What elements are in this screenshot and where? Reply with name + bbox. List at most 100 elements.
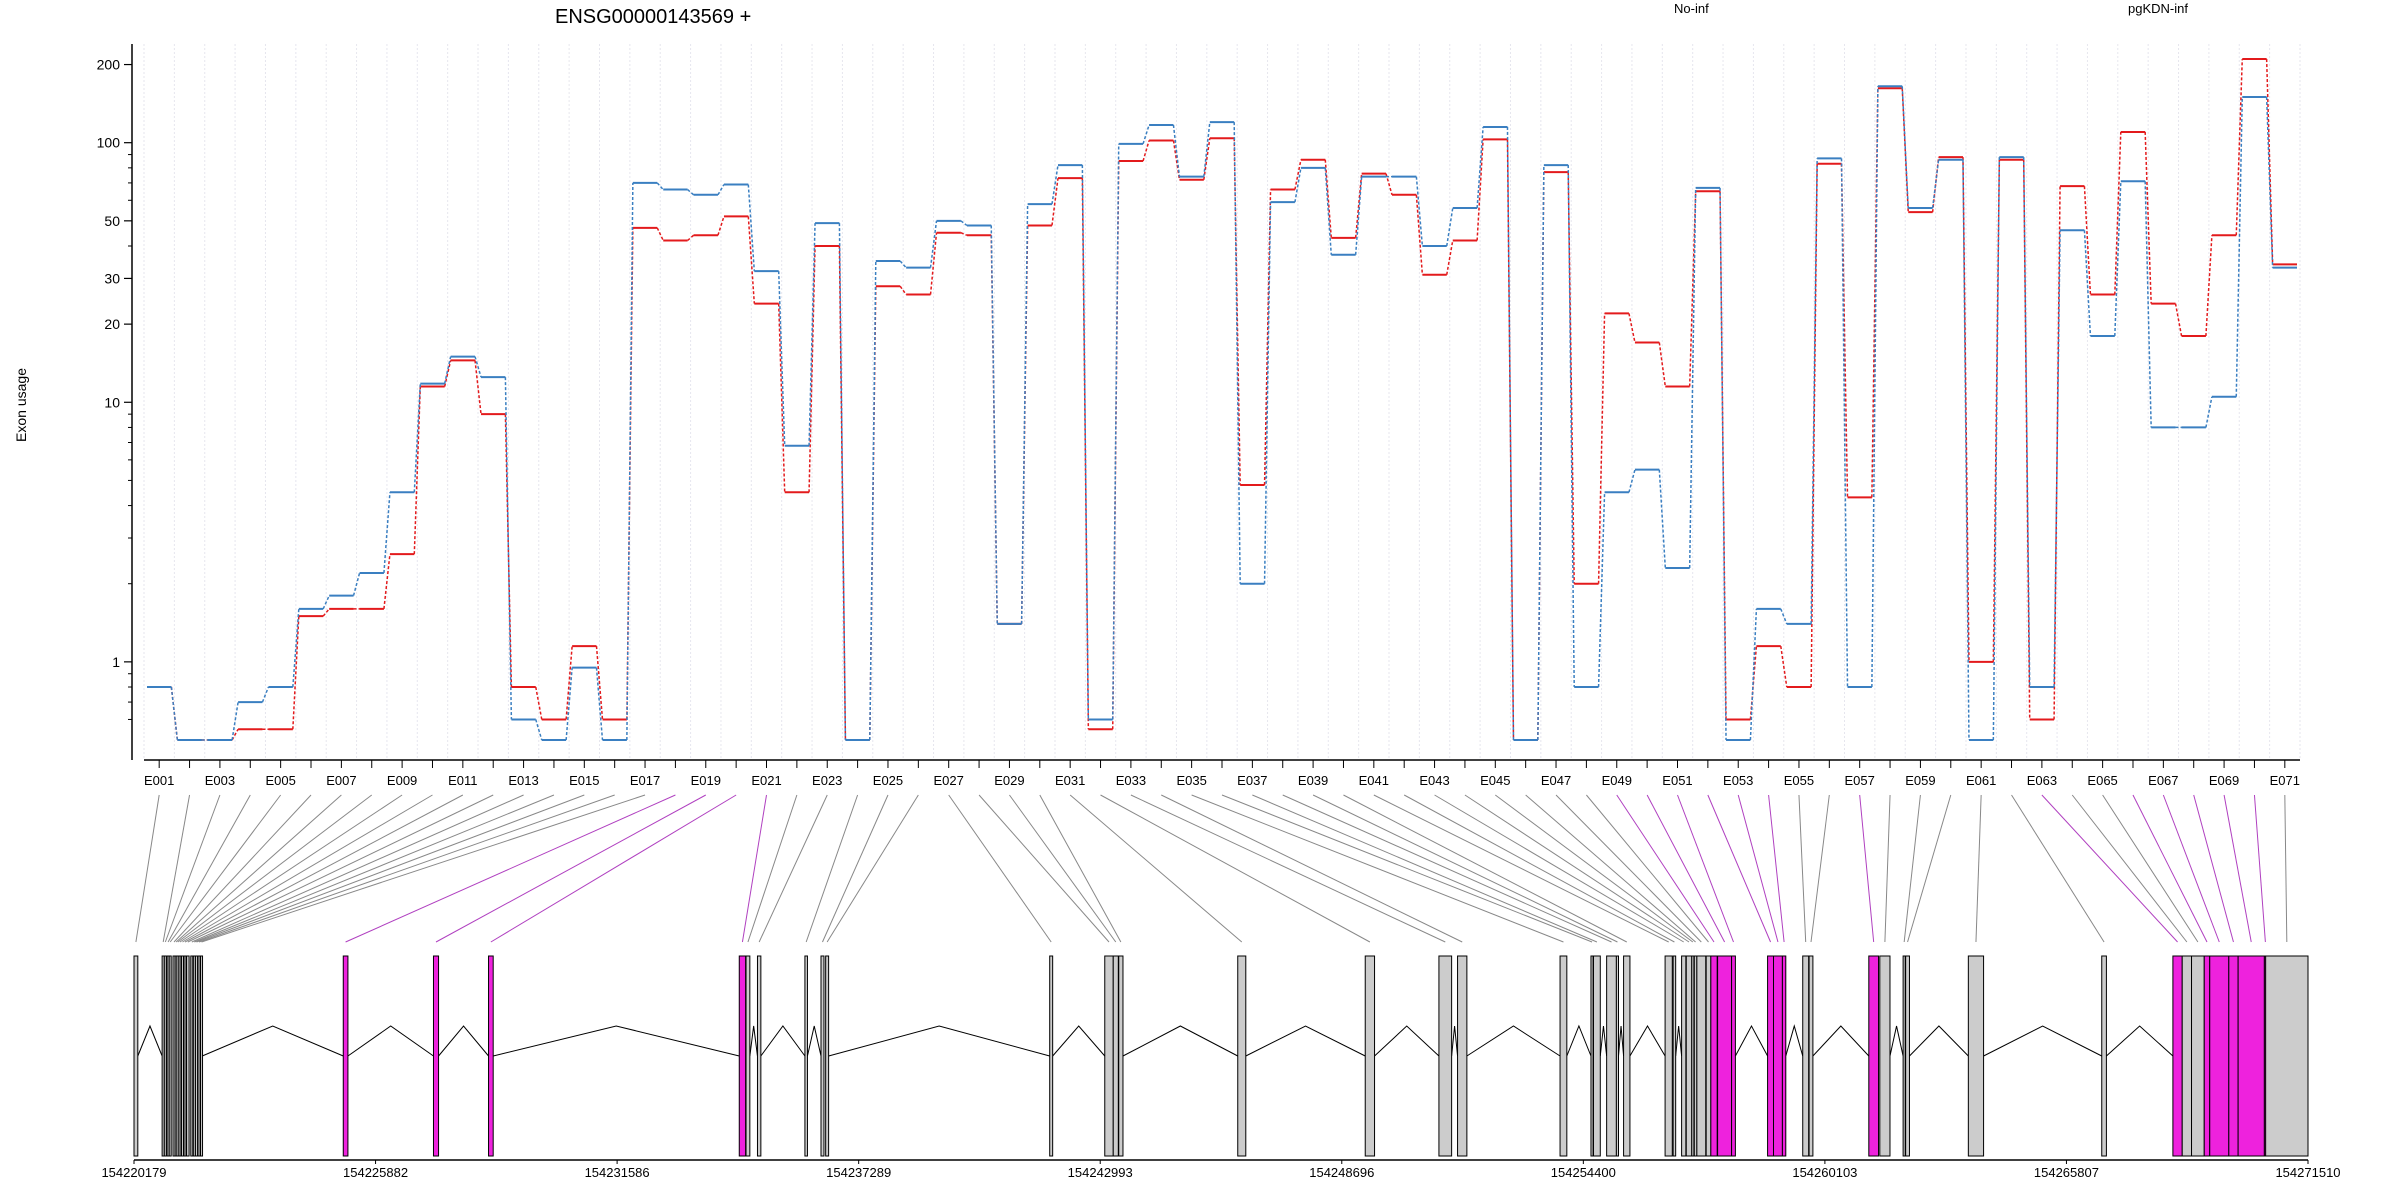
connector-E061 [1975,794,1982,943]
x-tick-label: E059 [1905,773,1935,788]
genomic-tick-label: 154242993 [1068,1165,1133,1180]
intron [1566,1024,1592,1057]
legend-pgkdn-inf: pgKDN-inf [2128,1,2188,16]
exon-E003 [163,955,167,1157]
series-1-step [2083,230,2092,337]
series-1-step [929,220,938,268]
connector-E010 [182,794,433,943]
genomic-tick-label: 154265807 [2034,1165,2099,1180]
x-tick-label: E037 [1237,773,1267,788]
connector-E047 [1555,794,1702,943]
exon-E038 [1606,955,1617,1157]
exon-E067 [2209,955,2230,1157]
series-1-step [1051,164,1059,205]
exon-E050 [1717,955,1733,1157]
series-0-step [2205,235,2213,337]
connector-E044 [1464,794,1690,943]
exon-E020 [488,955,494,1157]
series-1-step [1354,176,1363,255]
series-1-step [960,220,968,227]
series-1-step [717,184,725,196]
intron [137,1024,163,1057]
series-1-step [1901,86,1909,209]
exon-E061 [1967,955,1985,1157]
exon-E011 [183,955,187,1157]
series-0-step [747,216,756,304]
exon-E048 [1705,955,1712,1157]
exon-E005 [168,955,172,1157]
series-1-step [626,182,634,741]
connector-E021 [741,794,768,943]
series-0-step [2235,59,2244,236]
series-0-step [929,232,938,295]
exon-E024 [804,955,808,1157]
series-0-step [1324,159,1333,238]
series-1-step [1506,126,1515,741]
x-tick-label: E071 [2270,773,2300,788]
chart-title: ENSG00000143569 + [555,6,751,28]
connector-E006 [173,794,312,943]
y-axis-label: Exon usage [13,368,29,442]
exon-connectors [135,794,2288,943]
intron [1618,1025,1625,1057]
series-0-step [1658,342,1667,387]
connector-E018 [345,794,676,943]
series-0-step [656,227,664,241]
exon-E041 [1664,955,1673,1157]
series-1-step [413,383,422,493]
series-0-step [1051,178,1059,226]
series-0-step [1294,159,1302,190]
series-1-step [1658,469,1667,569]
exon-E049 [1710,955,1718,1157]
series-0-step [1446,240,1454,275]
exon-E031 [1237,955,1247,1157]
series-1-step [383,492,391,574]
x-axis: E001 E003 E005 E007 E009 E011 E013 E015 E017 E019… [144,759,2300,788]
connector-E045 [1494,794,1694,943]
exon-E040 [1623,955,1631,1157]
intron [1052,1025,1106,1057]
exon-E057 [1868,955,1880,1157]
series-1-step [687,188,695,196]
connector-E027 [948,794,1052,943]
intron [493,1025,740,1057]
exon-E032 [1364,955,1376,1157]
exon-E044 [1685,955,1693,1157]
series-0-step [1719,191,1727,720]
series-1-step [474,356,482,378]
series-0-step [1263,189,1272,486]
connector-E049 [1616,794,1715,943]
x-tick-label: E039 [1298,773,1328,788]
series-0-step [2144,131,2152,304]
series-1-step [1597,492,1606,688]
series-1-step [2265,96,2274,268]
series-0-step [899,285,907,295]
series-0-step [595,646,604,720]
exon-E052 [1767,955,1775,1157]
x-tick-label: E011 [448,773,477,788]
series-1-step [990,225,999,624]
connector-E024 [805,794,859,943]
series-1-step [2205,396,2213,428]
exon-E009 [178,955,182,1157]
connector-E037 [1252,794,1598,943]
x-tick-label: E035 [1176,773,1206,788]
connector-E009 [179,794,403,943]
exon-E023 [756,955,762,1157]
connector-E013 [191,794,524,943]
exon-E018 [342,955,349,1157]
genomic-tick-label: 154220179 [101,1165,166,1180]
connector-E008 [177,794,373,943]
series-lines [147,58,2297,741]
exon-E033 [1438,955,1453,1157]
connector-E062 [2011,794,2105,943]
exon-E027 [1049,955,1054,1157]
series-1-step [2022,157,2031,688]
connector-E022 [747,794,798,943]
series-1-step [1719,187,1727,741]
exon-E030 [1118,955,1124,1157]
connector-E023 [758,794,828,943]
series-0-step [1354,173,1363,238]
y-tick-label: 200 [97,57,121,73]
exon-E042 [1672,955,1677,1157]
